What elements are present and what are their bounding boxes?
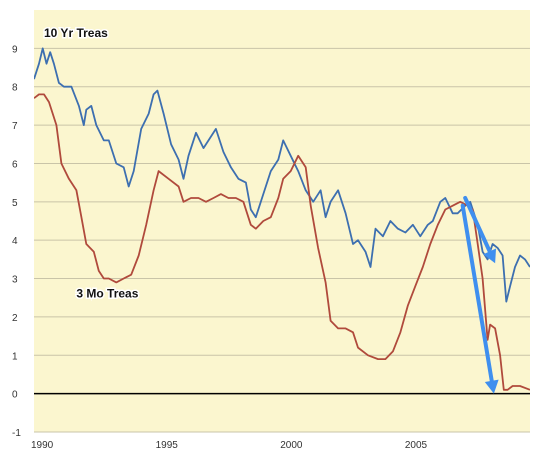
series-line [34, 93, 530, 391]
annotation-arrow-shaft [463, 195, 492, 254]
y-tick-label: 8 [12, 83, 18, 94]
y-tick-label: 6 [12, 159, 18, 170]
x-tick-label: 1995 [156, 440, 179, 451]
y-tick-label: 7 [12, 121, 18, 132]
x-tick-label: 1990 [31, 440, 54, 451]
y-tick-label: 4 [12, 236, 18, 247]
annotation-arrow-head [484, 379, 499, 394]
y-tick-label: 2 [12, 313, 18, 324]
y-tick-label: 0 [12, 390, 18, 401]
annotation-arrow-shaft [460, 203, 494, 383]
x-tick-label: 2005 [405, 440, 428, 451]
series-lines [34, 47, 530, 391]
series-line [34, 47, 530, 303]
annotation-arrow-head [483, 248, 497, 264]
series-labels: 10 Yr Treas 3 Mo Treas [42, 24, 140, 302]
y-tick-label: 3 [12, 275, 18, 286]
y-axis-ticks: -1 0 1 2 3 4 5 6 7 8 9 [12, 44, 21, 439]
x-tick-label: 2000 [280, 440, 303, 451]
plot-background [34, 10, 530, 432]
y-tick-label: -1 [12, 428, 21, 439]
y-tick-label: 5 [12, 198, 18, 209]
series-label: 3 Mo Treas [76, 287, 138, 301]
y-tick-label: 9 [12, 44, 18, 55]
annotation-arrows [460, 195, 499, 394]
y-tick-label: 1 [12, 351, 18, 362]
series-label: 10 Yr Treas [44, 26, 108, 40]
x-axis-ticks: 1990 1995 2000 2005 [31, 440, 428, 451]
